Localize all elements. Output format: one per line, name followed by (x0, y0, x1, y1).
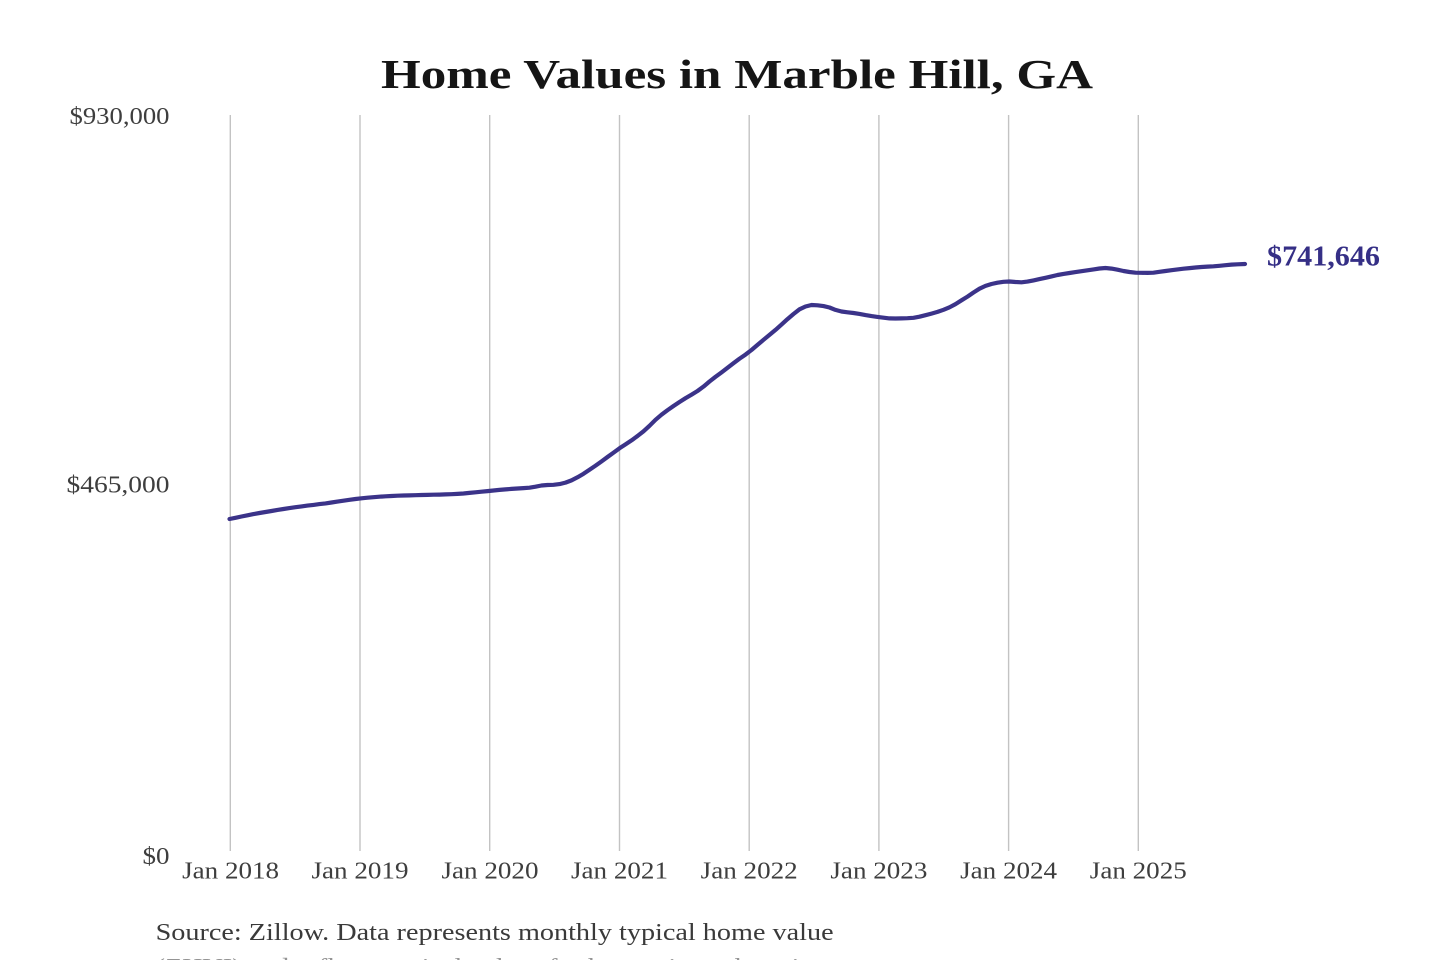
svg-text:Source: Zillow. Data represent: Source: Zillow. Data represents monthly … (156, 920, 834, 946)
svg-text:$465,000: $465,000 (67, 473, 170, 499)
svg-text:Jan 2022: Jan 2022 (701, 859, 798, 885)
svg-text:Jan 2020: Jan 2020 (442, 859, 539, 885)
svg-text:Jan 2024: Jan 2024 (960, 859, 1057, 885)
svg-text:Jan 2025: Jan 2025 (1090, 859, 1187, 885)
svg-text:Jan 2018: Jan 2018 (182, 859, 279, 885)
svg-text:Jan 2019: Jan 2019 (312, 859, 409, 885)
svg-text:$930,000: $930,000 (70, 104, 170, 130)
svg-text:Home Values in Marble Hill, GA: Home Values in Marble Hill, GA (381, 51, 1093, 97)
svg-text:Jan 2023: Jan 2023 (830, 859, 927, 885)
svg-text:(ZHVI) and reflects typical va: (ZHVI) and reflects typical values for h… (156, 955, 828, 960)
svg-text:$741,646: $741,646 (1267, 241, 1380, 273)
svg-text:$0: $0 (143, 844, 170, 870)
svg-text:Jan 2021: Jan 2021 (571, 859, 668, 885)
